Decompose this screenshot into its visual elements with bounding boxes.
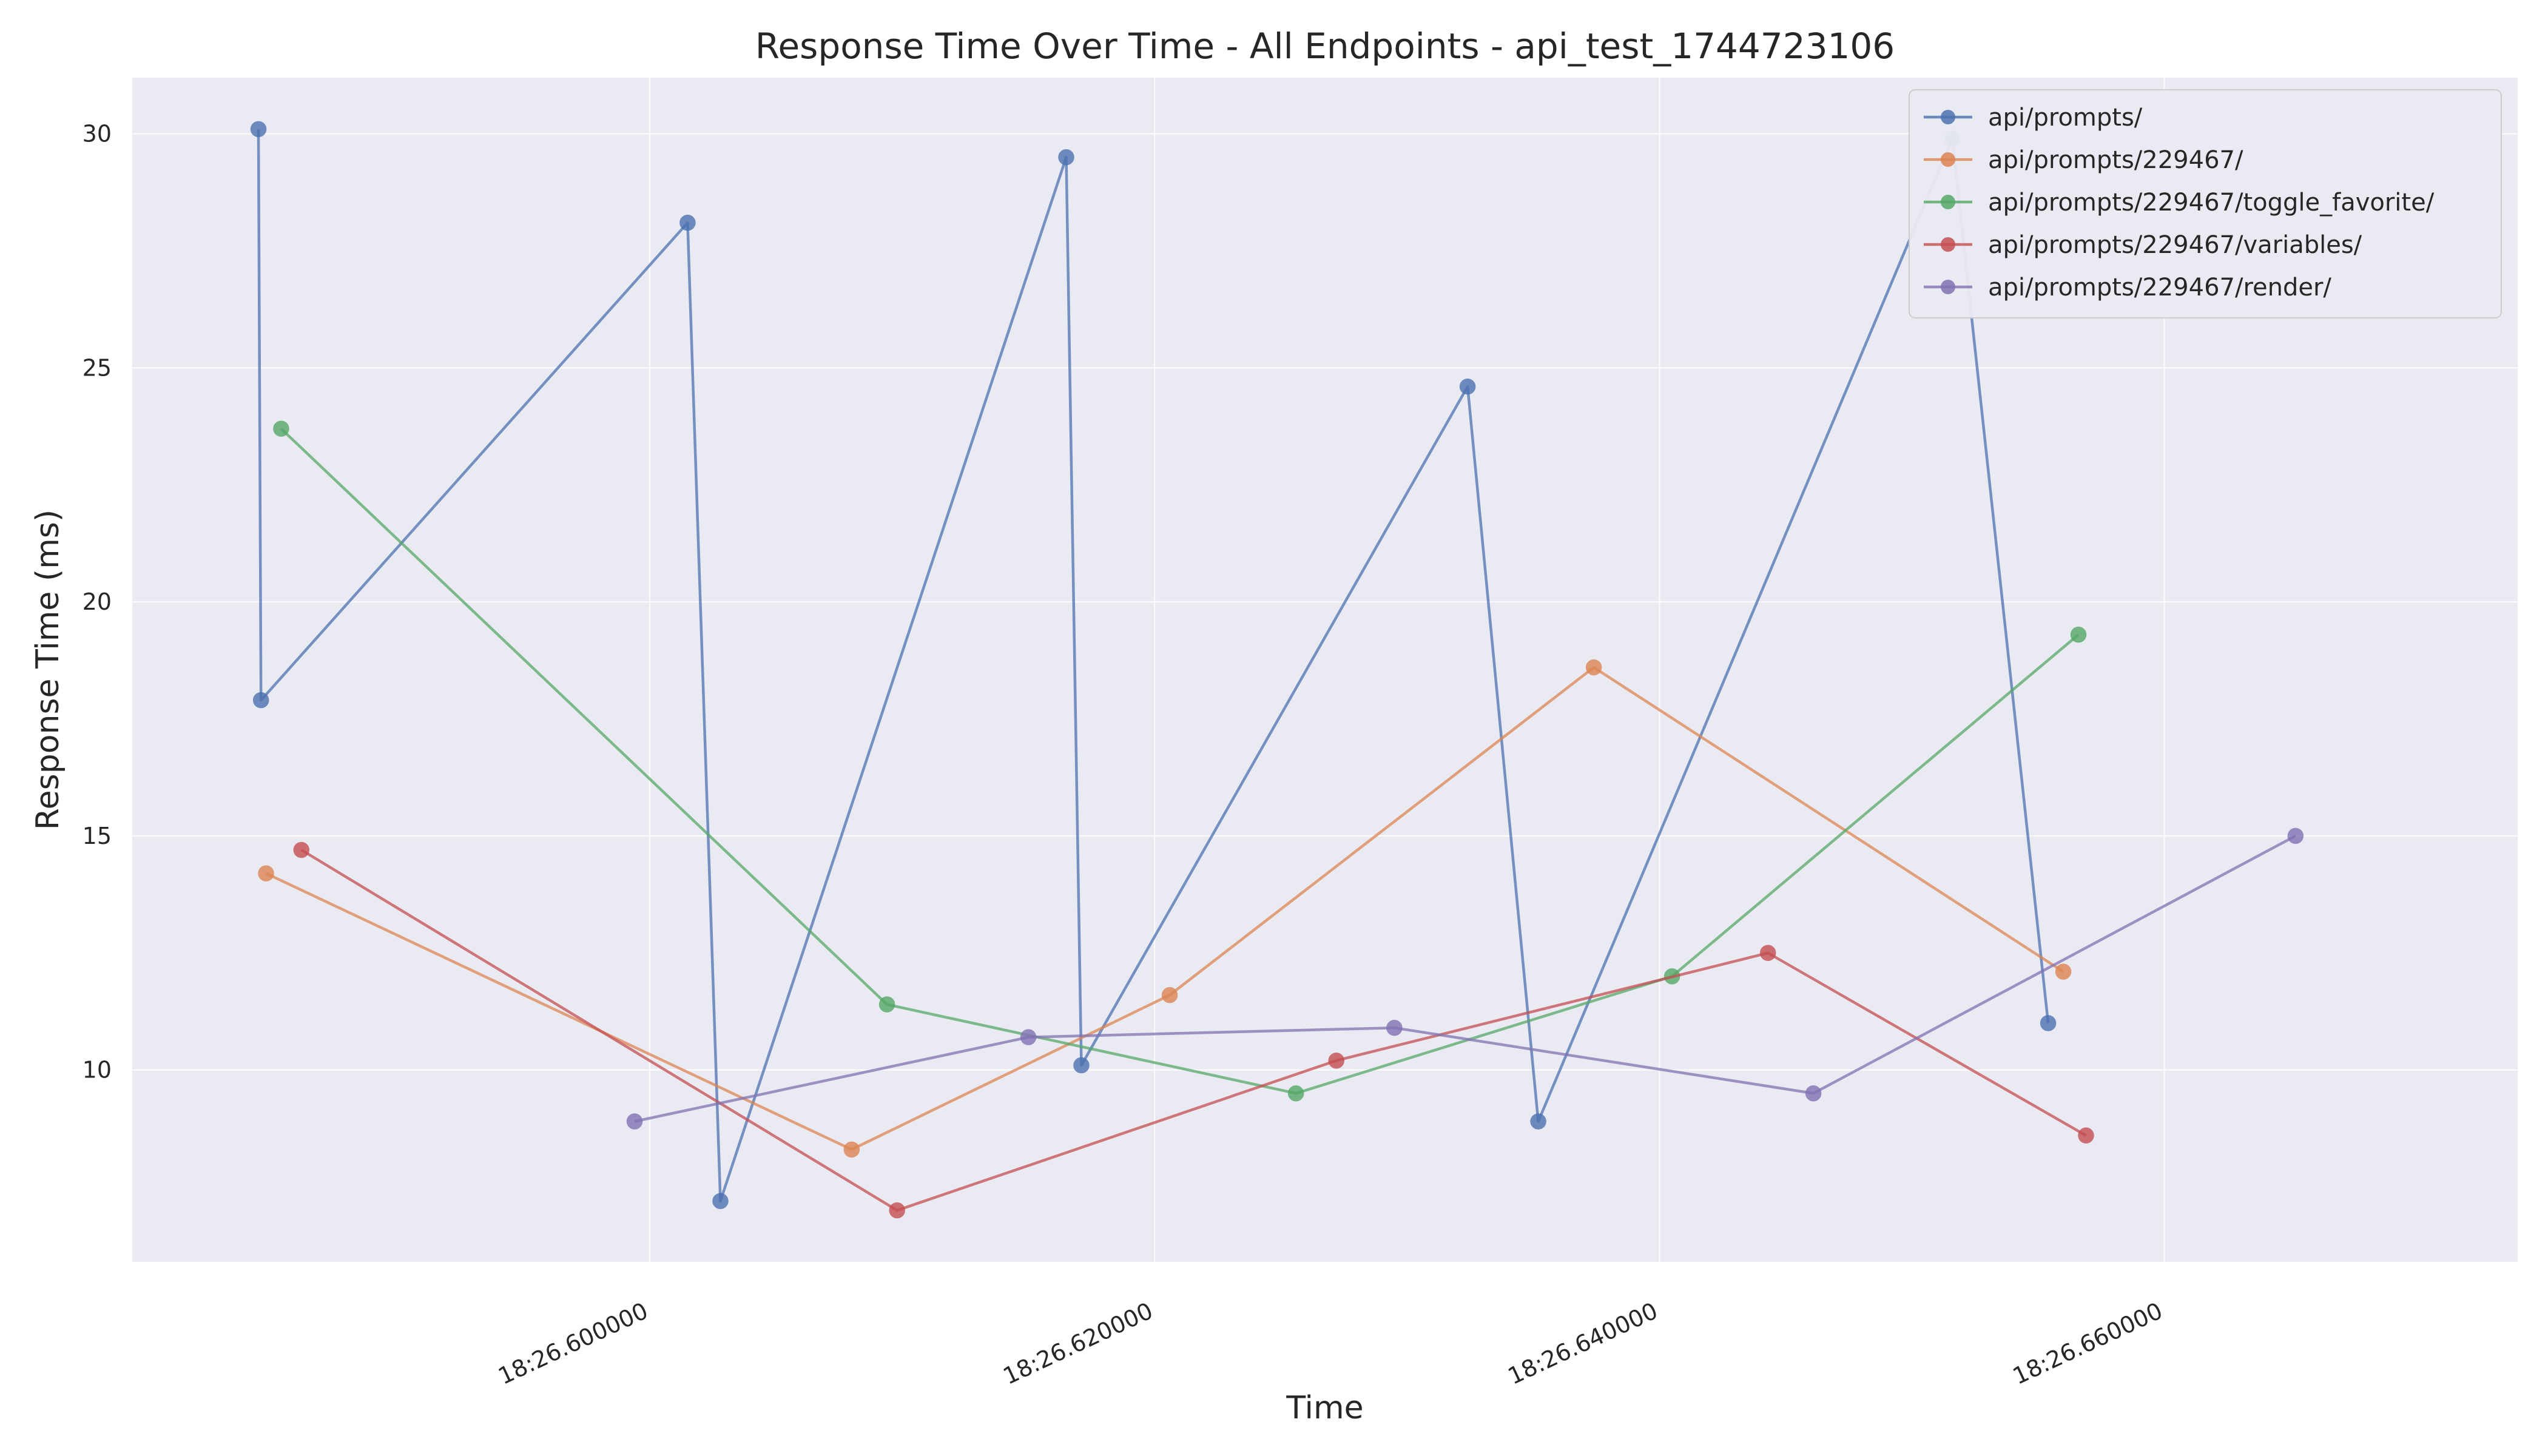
data-point — [258, 865, 274, 881]
legend: api/prompts/api/prompts/229467/api/promp… — [1909, 89, 2502, 318]
legend-marker — [1941, 110, 1955, 124]
data-point — [273, 420, 289, 437]
data-point — [843, 1141, 860, 1158]
data-point — [2287, 827, 2304, 844]
x-tick-label: 18:26.600000 — [494, 1297, 652, 1390]
data-point — [1530, 1113, 1546, 1130]
data-point — [252, 692, 269, 709]
legend-label: api/prompts/229467/toggle_favorite/ — [1988, 189, 2435, 217]
x-axis-label: Time — [1286, 1390, 1363, 1426]
x-tick-label: 18:26.620000 — [999, 1297, 1157, 1390]
data-point — [2040, 1015, 2057, 1031]
series-group — [258, 659, 2072, 1158]
data-point — [889, 1202, 905, 1219]
data-point — [2070, 626, 2087, 643]
data-point — [1287, 1085, 1304, 1102]
y-axis-ticks: 10 15 20 25 30 — [83, 121, 112, 1084]
legend-label: api/prompts/229467/ — [1988, 146, 2243, 174]
data-point — [679, 214, 696, 231]
series-layer — [250, 121, 2304, 1219]
legend-label: api/prompts/229467/variables/ — [1988, 231, 2362, 259]
series-group — [273, 420, 2087, 1102]
y-axis-label: Response Time (ms) — [30, 510, 66, 830]
legend-box — [1909, 89, 2502, 318]
data-point — [626, 1113, 643, 1130]
y-tick-label: 20 — [83, 588, 112, 615]
data-point — [1805, 1085, 1822, 1102]
legend-marker — [1941, 152, 1955, 167]
data-point — [1759, 945, 1776, 962]
data-point — [1585, 659, 1602, 676]
y-tick-label: 30 — [83, 121, 112, 147]
data-point — [2078, 1127, 2094, 1144]
series-group — [293, 841, 2094, 1219]
data-point — [1058, 149, 1074, 166]
x-tick-label: 18:26.640000 — [1504, 1297, 1662, 1390]
series-line — [257, 129, 2050, 1202]
data-point — [1328, 1052, 1344, 1069]
legend-marker — [1941, 237, 1955, 252]
data-point — [1161, 986, 1178, 1003]
legend-label: api/prompts/229467/render/ — [1988, 274, 2331, 302]
data-point — [1020, 1029, 1037, 1045]
legend-marker — [1941, 195, 1955, 209]
legend-marker — [1941, 280, 1955, 294]
data-point — [1459, 378, 1476, 395]
series-group — [626, 827, 2304, 1130]
chart-title: Response Time Over Time - All Endpoints … — [755, 25, 1895, 67]
data-point — [712, 1193, 729, 1209]
y-tick-label: 10 — [83, 1057, 112, 1084]
legend-label: api/prompts/ — [1988, 104, 2143, 132]
data-point — [250, 121, 267, 138]
data-point — [2055, 963, 2072, 980]
y-tick-label: 25 — [83, 354, 112, 381]
x-tick-label: 18:26.660000 — [2009, 1297, 2166, 1390]
data-point — [293, 841, 310, 858]
data-point — [1386, 1019, 1403, 1036]
x-axis-ticks: 18:26.600000 18:26.620000 18:26.640000 18:2… — [494, 1297, 2167, 1390]
data-point — [1073, 1057, 1090, 1074]
data-point — [878, 996, 895, 1013]
y-tick-label: 15 — [83, 823, 112, 849]
